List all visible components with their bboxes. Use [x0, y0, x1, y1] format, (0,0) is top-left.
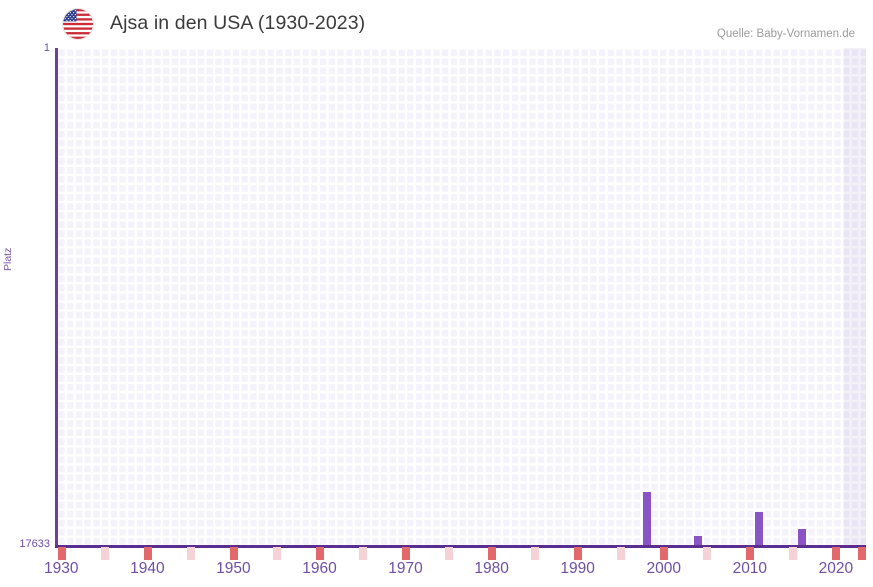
x-tick-major: [487, 547, 496, 560]
x-tick-label: 1930: [44, 560, 79, 577]
x-tick-minor: [703, 547, 711, 560]
plot-area: [57, 48, 866, 546]
x-tick-major: [832, 547, 841, 560]
x-tick-label: 1980: [474, 560, 509, 577]
x-axis-line: [55, 545, 866, 548]
x-tick-label: 1950: [216, 560, 251, 577]
x-tick-major: [143, 547, 152, 560]
y-tick-label-top: 1: [43, 42, 50, 54]
x-tick-label: 1960: [302, 560, 337, 577]
x-tick-major: [746, 547, 755, 560]
chart-header: Ajsa in den USA (1930-2023) Quelle: Baby…: [0, 0, 873, 44]
x-tick-major: [315, 547, 324, 560]
x-tick-minor: [444, 547, 453, 560]
chart-bar[interactable]: [642, 491, 651, 546]
x-tick-major: [857, 547, 866, 560]
x-tick-minor: [530, 547, 539, 560]
x-tick-major: [660, 547, 668, 560]
x-tick-major: [573, 547, 582, 560]
x-tick-label: 1990: [560, 560, 595, 577]
x-tick-minor: [358, 547, 367, 560]
x-tick-label: 2000: [646, 560, 681, 577]
page-title: Ajsa in den USA (1930-2023): [110, 12, 366, 34]
x-tick-label: 2010: [732, 560, 768, 577]
y-axis-line: [55, 48, 58, 547]
y-axis-title: Platz: [2, 247, 14, 271]
chart-bar[interactable]: [754, 512, 763, 546]
x-tick-major: [229, 547, 238, 560]
chart-bar[interactable]: [694, 536, 703, 546]
x-tick-minor: [272, 547, 281, 560]
x-tick-major: [57, 547, 66, 560]
x-tick-minor: [617, 547, 625, 560]
x-tick-minor: [186, 547, 195, 560]
x-tick-label: 1970: [388, 560, 423, 577]
source-label: Quelle: Baby-Vornamen.de: [716, 28, 855, 40]
y-tick-label-bottom: 17633: [19, 538, 50, 550]
x-tick-label: 2020: [818, 560, 854, 577]
grid-lines: [57, 48, 866, 546]
x-tick-minor: [100, 547, 109, 560]
shaded-forecast-region: [844, 48, 866, 546]
x-tick-label: 1940: [130, 560, 165, 577]
us-flag-icon: [63, 9, 93, 39]
x-tick-major: [401, 547, 410, 560]
x-tick-minor: [789, 547, 798, 560]
chart-bar[interactable]: [797, 529, 806, 546]
